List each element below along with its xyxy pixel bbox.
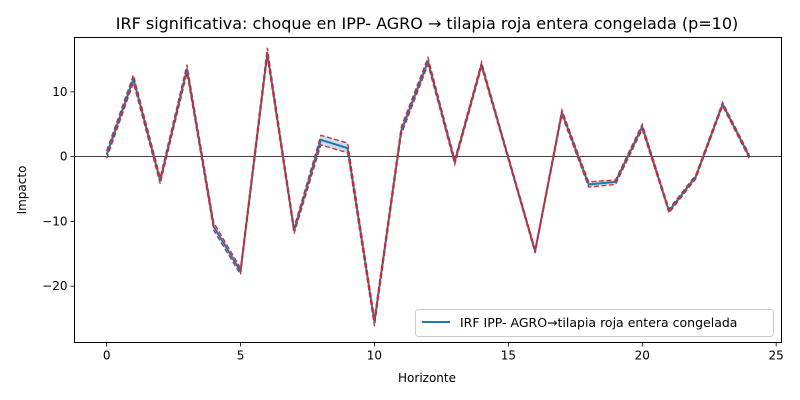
- legend-box: [415, 309, 774, 337]
- x-tick-label: 20: [635, 349, 650, 363]
- y-tick-label: 10: [52, 85, 67, 99]
- irf-line: [105, 52, 751, 323]
- legend: IRF IPP- AGRO→tilapia roja entera congel…: [415, 309, 774, 337]
- x-tick-label: 10: [367, 349, 382, 363]
- plot-layer: [74, 47, 782, 327]
- x-tick-label: 25: [769, 349, 784, 363]
- x-tick-label: 15: [501, 349, 516, 363]
- x-axis-label: Horizonte: [398, 371, 456, 385]
- y-tick-label: 0: [60, 150, 68, 164]
- chart-title: IRF significativa: choque en IPP- AGRO →…: [116, 14, 739, 33]
- x-tick-label: 5: [237, 349, 245, 363]
- lower-bound-line: [106, 56, 750, 327]
- plot-frame: [74, 37, 782, 343]
- x-axis: 0 5 10 15 20 25: [103, 342, 784, 363]
- y-tick-label: −20: [42, 279, 67, 293]
- upper-bound-line: [106, 47, 750, 318]
- x-tick-label: 0: [103, 349, 111, 363]
- y-axis-label: Impacto: [15, 166, 29, 215]
- confidence-band-fill: [106, 47, 750, 327]
- legend-label: IRF IPP- AGRO→tilapia roja entera congel…: [460, 315, 737, 330]
- y-tick-label: −10: [42, 214, 67, 228]
- y-axis: −20 −10 0 10: [42, 85, 75, 293]
